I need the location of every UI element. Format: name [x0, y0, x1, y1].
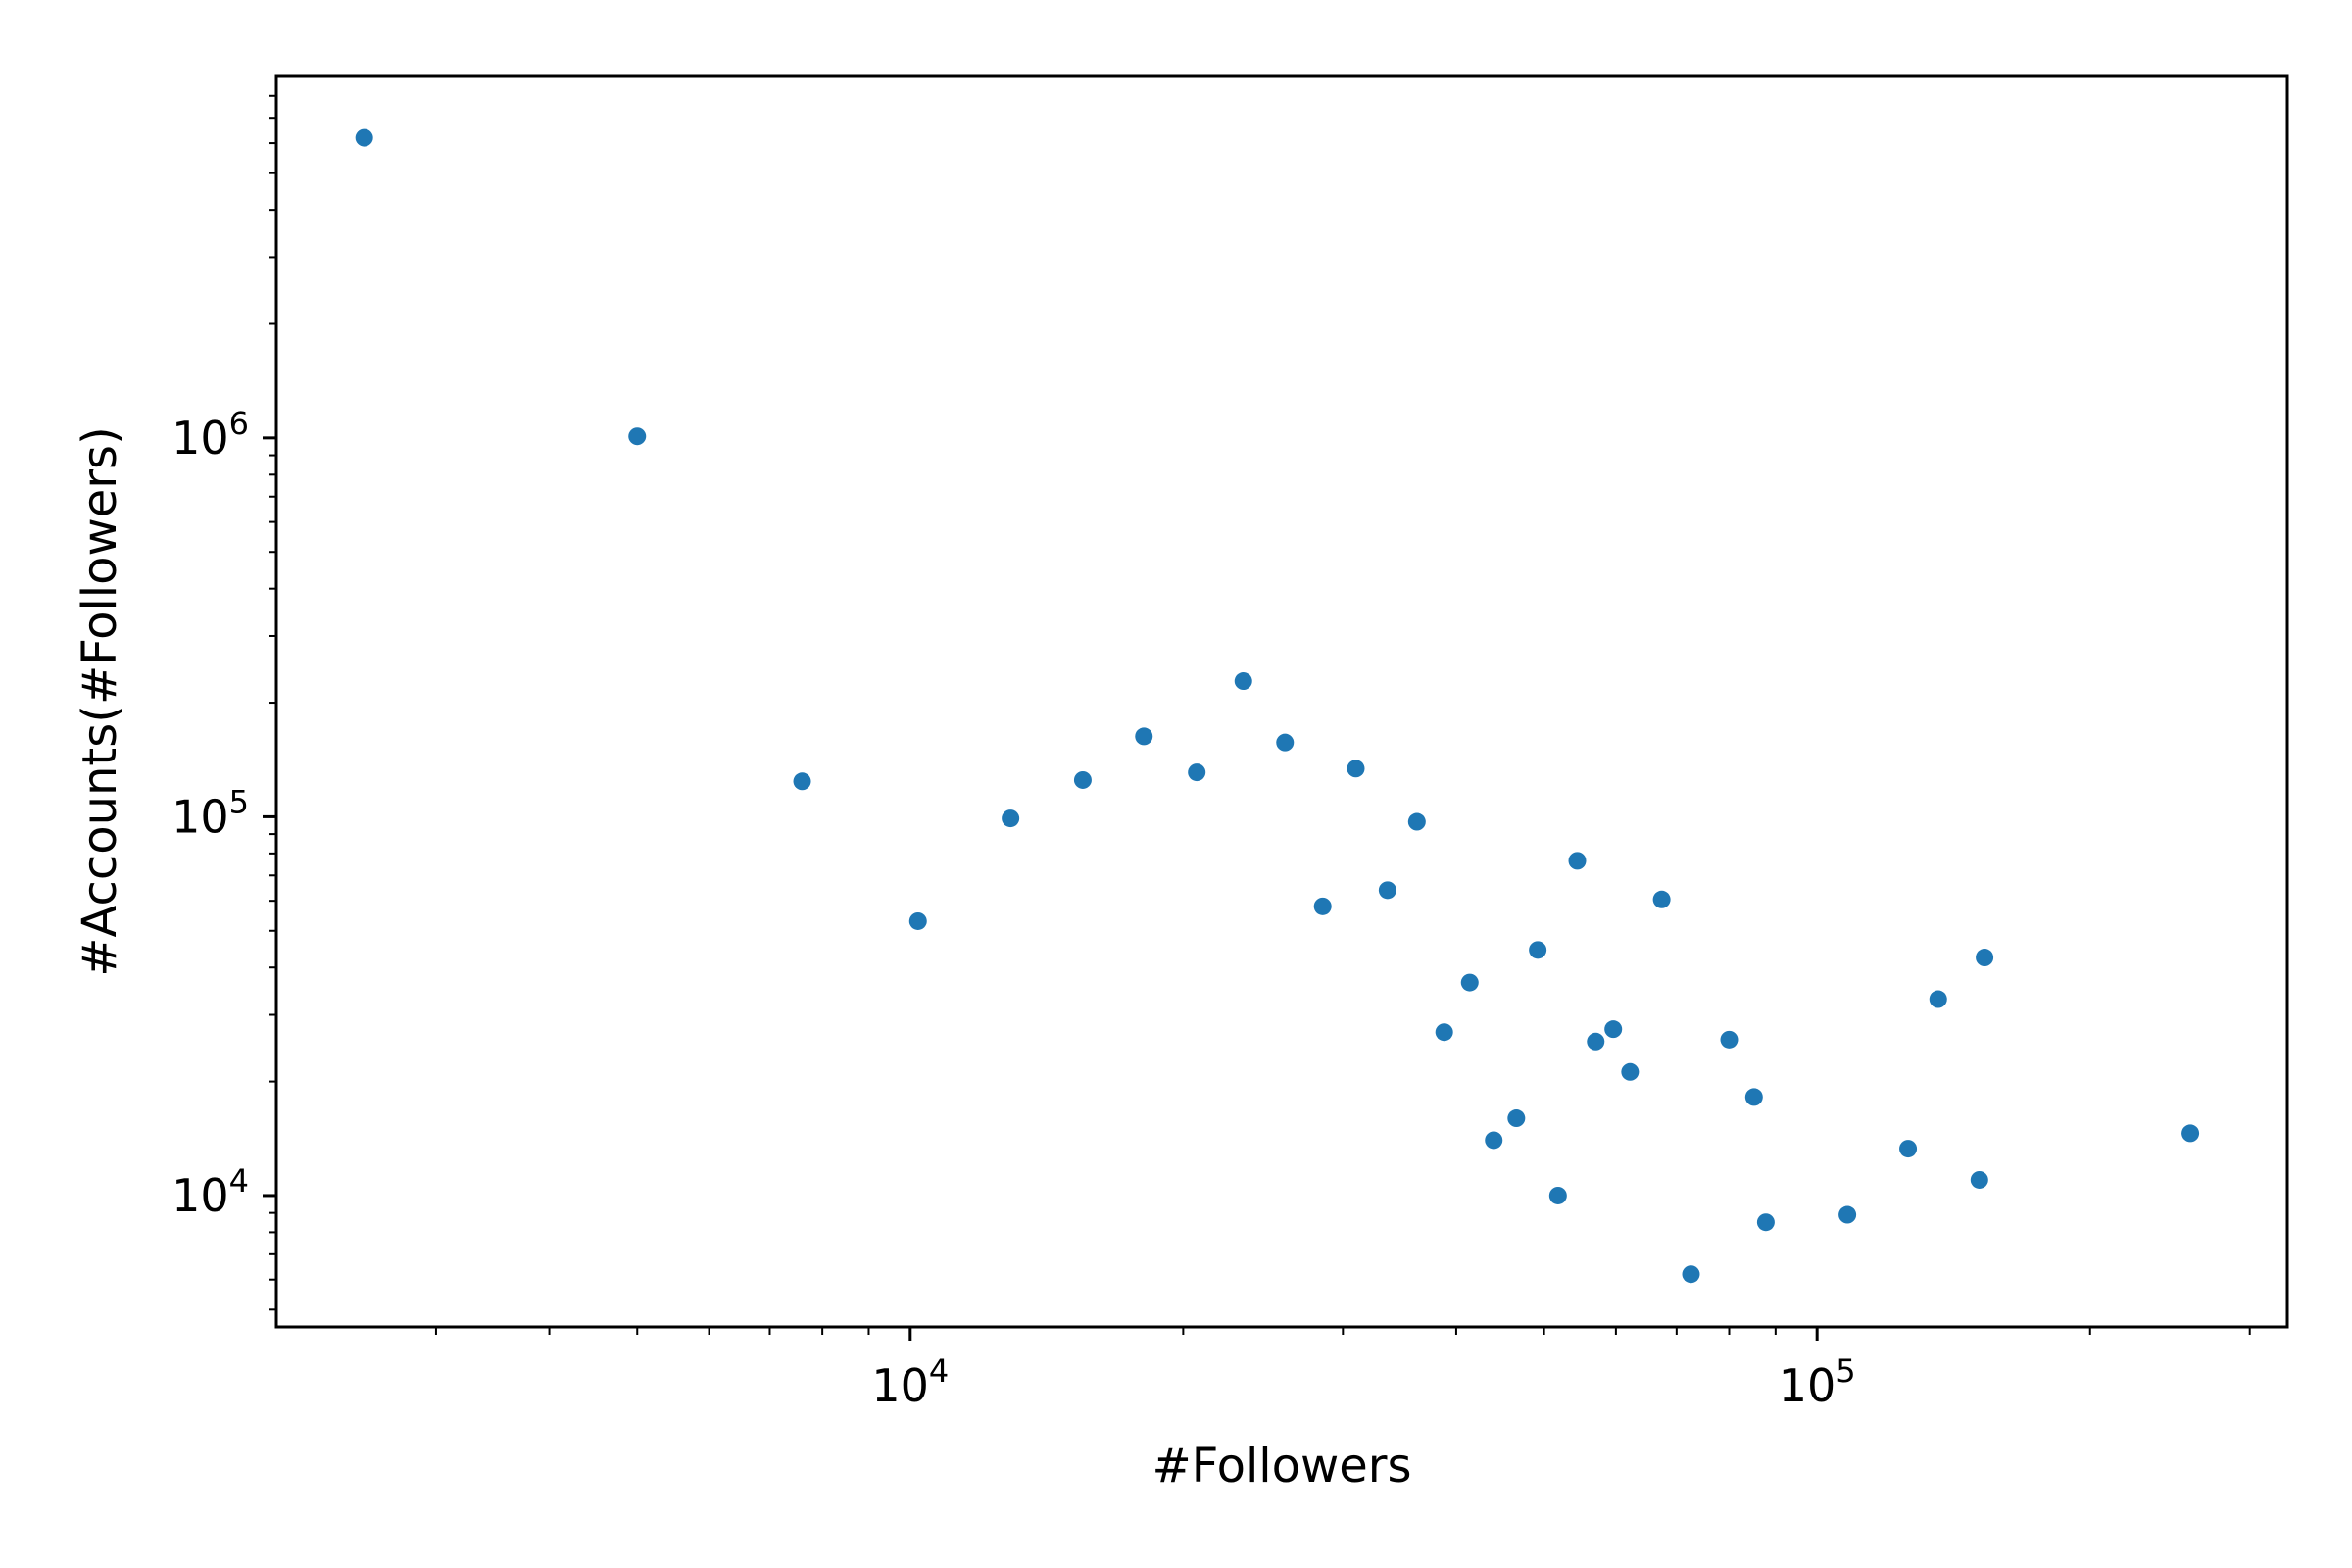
data-point — [1838, 1205, 1857, 1224]
data-point — [1135, 727, 1153, 746]
x-tick-label-exponent: 5 — [1836, 1352, 1855, 1390]
y-tick-label: 104 — [172, 1162, 249, 1222]
data-point — [1976, 949, 1994, 967]
data-point — [1276, 733, 1295, 752]
data-point — [1073, 770, 1092, 789]
data-point — [1604, 1020, 1623, 1039]
data-point — [1234, 672, 1252, 691]
y-tick-label-exponent: 5 — [229, 783, 249, 820]
data-point — [1587, 1032, 1605, 1051]
data-point — [1899, 1140, 1918, 1158]
data-point — [355, 128, 373, 147]
x-tick-label-exponent: 4 — [929, 1352, 949, 1390]
data-point — [1507, 1109, 1526, 1128]
data-point — [1460, 973, 1479, 992]
data-point — [1970, 1170, 1988, 1189]
data-point — [1002, 809, 1020, 828]
data-point — [1682, 1265, 1700, 1284]
data-point — [1652, 890, 1671, 908]
y-tick-label-base: 10 — [172, 1169, 229, 1222]
y-tick-label-exponent: 6 — [229, 405, 249, 442]
data-point — [1756, 1213, 1775, 1232]
x-tick-label: 105 — [1779, 1352, 1856, 1412]
data-point — [1485, 1131, 1503, 1150]
x-tick-label-base: 10 — [871, 1359, 929, 1412]
data-point — [1313, 897, 1332, 915]
data-point — [1407, 812, 1426, 831]
data-point — [1529, 941, 1547, 959]
x-tick-label-base: 10 — [1779, 1359, 1837, 1412]
data-point — [1347, 760, 1365, 778]
y-tick-label-exponent: 4 — [229, 1162, 249, 1200]
data-point — [1568, 852, 1587, 870]
data-point — [1929, 990, 1947, 1008]
data-point — [628, 427, 647, 446]
data-point — [1435, 1023, 1453, 1042]
x-axis-label: #Followers — [1152, 1439, 1411, 1494]
data-point — [1720, 1030, 1739, 1049]
x-tick-labels: 104 105 — [871, 1352, 1855, 1412]
data-point — [1548, 1186, 1567, 1204]
data-point — [908, 911, 927, 930]
data-point — [793, 772, 811, 791]
data-point — [1744, 1088, 1763, 1106]
axes-frame — [274, 74, 2289, 1329]
data-point — [1188, 763, 1206, 782]
data-point — [2181, 1124, 2200, 1143]
data-points — [355, 128, 2200, 1284]
y-tick-label-base: 10 — [172, 790, 229, 843]
x-tick-label: 104 — [871, 1352, 949, 1412]
plot-area — [276, 76, 2287, 1327]
y-tick-label-base: 10 — [172, 412, 229, 465]
data-point — [1621, 1062, 1640, 1081]
y-axis-label: #Accounts(#Followers) — [73, 426, 127, 977]
y-tick-label: 105 — [172, 783, 249, 843]
data-point — [1378, 881, 1396, 900]
y-tick-label: 106 — [172, 405, 249, 465]
major-ticks — [263, 436, 1819, 1341]
